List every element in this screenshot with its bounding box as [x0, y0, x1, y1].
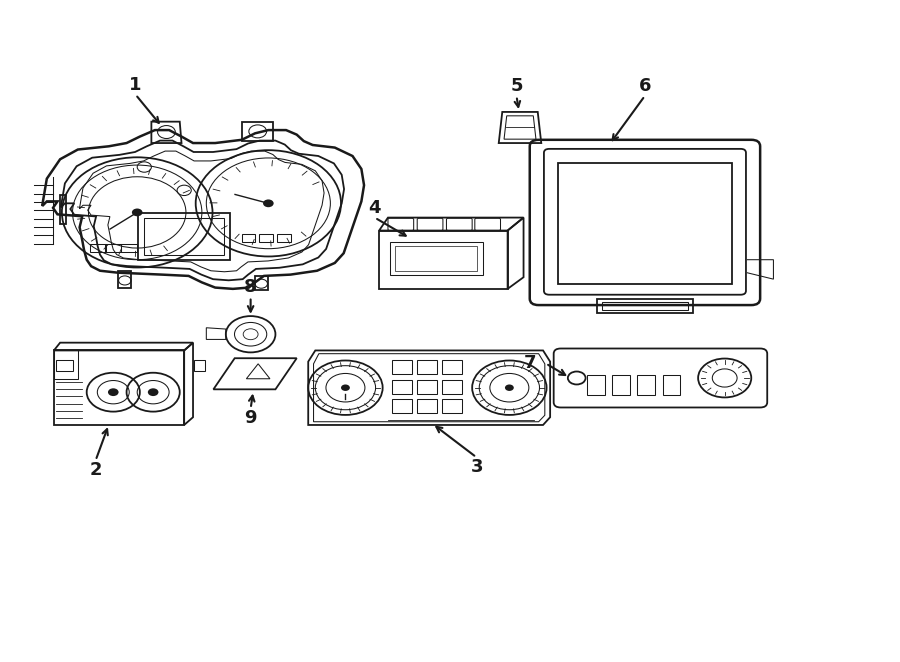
Bar	[442, 360, 462, 375]
Bar	[379, 230, 508, 289]
Circle shape	[341, 385, 350, 391]
Circle shape	[263, 199, 274, 207]
Bar	[395, 246, 478, 271]
Bar	[144, 218, 224, 255]
Circle shape	[108, 389, 119, 396]
Bar	[277, 234, 291, 242]
Text: 1: 1	[130, 75, 141, 94]
Bar	[637, 375, 654, 395]
Bar	[597, 299, 693, 313]
Text: 7: 7	[524, 354, 536, 373]
Bar	[90, 244, 106, 252]
Text: 2: 2	[89, 461, 102, 479]
Bar	[442, 379, 462, 394]
Bar	[138, 213, 230, 260]
Bar	[105, 244, 122, 252]
Bar	[612, 375, 630, 395]
Text: 9: 9	[245, 410, 256, 428]
Bar	[242, 234, 255, 242]
Text: 8: 8	[244, 278, 256, 296]
Text: 4: 4	[368, 199, 381, 217]
Bar	[392, 399, 412, 413]
Text: 5: 5	[510, 77, 523, 95]
Bar	[418, 360, 436, 375]
Bar	[56, 359, 74, 371]
Text: 3: 3	[471, 458, 482, 476]
Bar	[122, 244, 137, 252]
Bar	[259, 234, 273, 242]
Bar	[558, 163, 732, 285]
Circle shape	[148, 389, 158, 396]
Bar	[588, 375, 605, 395]
Circle shape	[505, 385, 514, 391]
Bar	[442, 399, 462, 413]
Circle shape	[132, 209, 142, 216]
Text: 6: 6	[639, 77, 652, 95]
Bar	[390, 242, 482, 275]
Bar	[418, 379, 436, 394]
Bar	[392, 360, 412, 375]
Bar	[601, 302, 688, 310]
Bar	[392, 379, 412, 394]
Bar	[418, 399, 436, 413]
Bar	[662, 375, 680, 395]
